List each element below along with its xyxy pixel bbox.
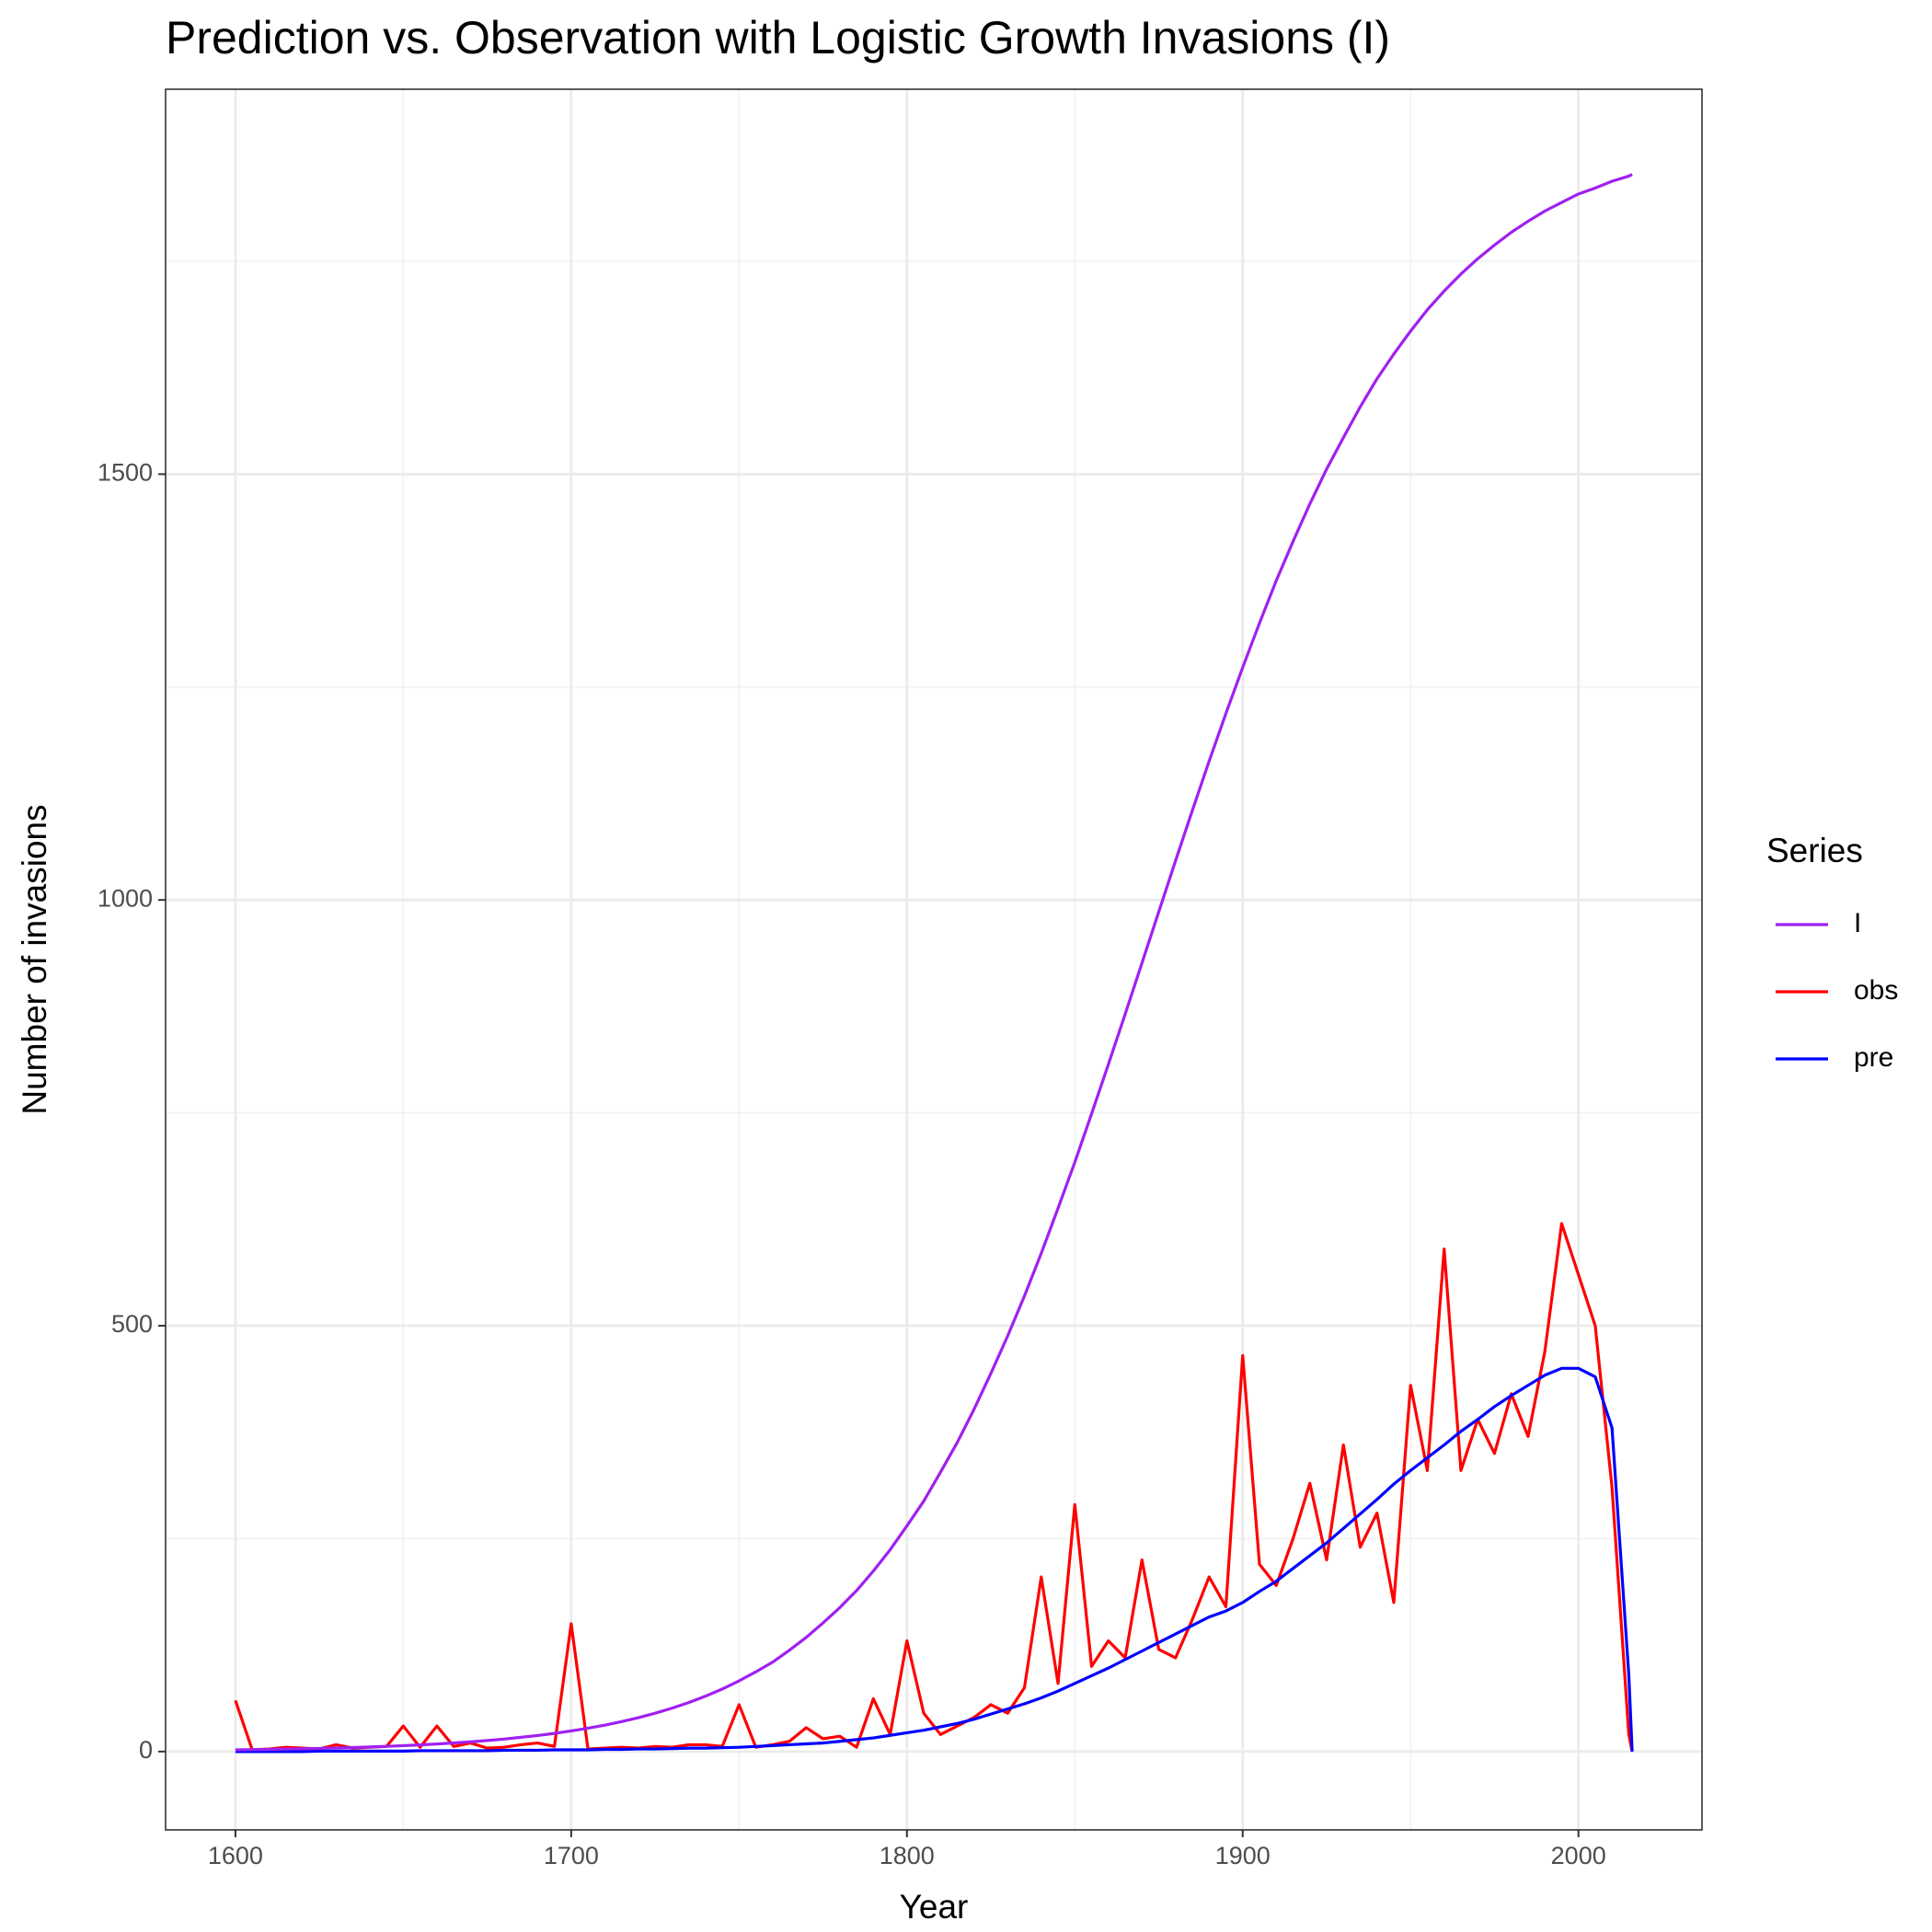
x-axis-title: Year (900, 1888, 969, 1926)
y-tick-label: 500 (111, 1310, 153, 1338)
x-tick-label: 1600 (208, 1842, 263, 1869)
legend-label: pre (1854, 1042, 1893, 1073)
x-tick-label: 2000 (1551, 1842, 1606, 1869)
chart-title: Prediction vs. Observation with Logistic… (166, 12, 1390, 63)
x-tick-label: 1900 (1215, 1842, 1271, 1869)
y-tick-label: 0 (139, 1736, 153, 1764)
legend-label: obs (1854, 975, 1898, 1006)
x-tick-label: 1700 (544, 1842, 599, 1869)
legend-label: I (1854, 908, 1861, 938)
y-tick-label: 1000 (98, 884, 153, 912)
legend-title: Series (1766, 832, 1863, 869)
series-line (235, 1366, 1634, 1754)
y-tick-label: 1500 (98, 459, 153, 487)
plot-border (165, 88, 1703, 1831)
series-line (235, 173, 1633, 1752)
y-axis-title: Number of invasions (16, 804, 53, 1114)
x-tick-label: 1800 (880, 1842, 935, 1869)
